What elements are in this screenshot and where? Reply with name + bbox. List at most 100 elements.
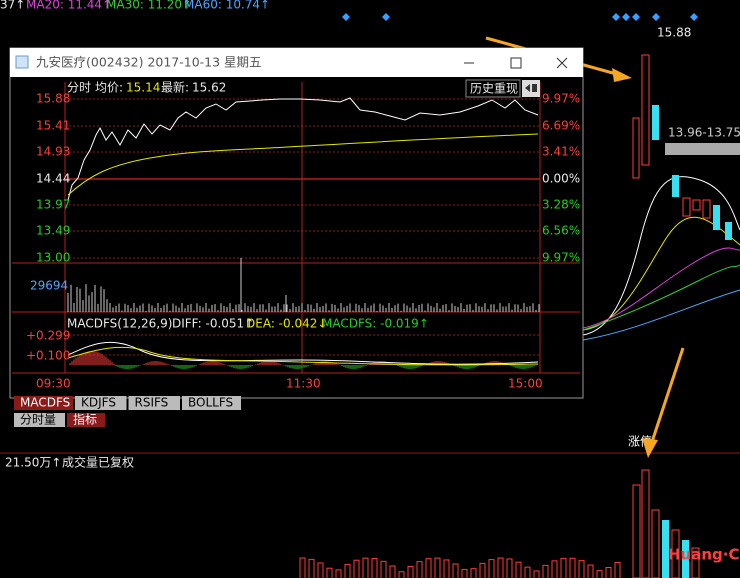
macd-diff: DIFF: -0.051↑ <box>172 317 254 331</box>
indicator-tab[interactable] <box>128 396 181 410</box>
candle <box>672 175 679 197</box>
volume-bar <box>488 559 495 578</box>
time-tick: 15:00 <box>508 377 543 391</box>
volume-bar <box>317 562 324 578</box>
window-frame <box>9 47 584 399</box>
volume-bar <box>551 560 558 578</box>
macd-value: MACDFS: -0.019↑ <box>322 317 429 331</box>
price-tick: 13.49 <box>36 224 70 238</box>
volume-bar <box>479 562 486 578</box>
volume-bar <box>371 558 378 578</box>
macd-dea: DEA: -0.042↓ <box>246 317 327 331</box>
price-tick: 13.00 <box>36 251 70 265</box>
volume-bar <box>299 557 306 578</box>
volume-bar <box>461 568 468 578</box>
volume-bar <box>691 547 700 578</box>
percent-tick: 3.28% <box>542 198 580 212</box>
volume-bar <box>542 564 549 578</box>
volume-bar <box>506 558 513 578</box>
volume-bar <box>326 567 333 578</box>
ma-line <box>582 216 740 331</box>
arrow-head <box>642 438 658 458</box>
indicator-tab-label: MACDFS <box>20 396 70 410</box>
dea-line <box>67 346 539 366</box>
popup-window: 九安医疗(002432) 2017-10-13 星期五 分时 均价: 15.14… <box>9 47 584 399</box>
high-label: 15.88 <box>657 26 691 40</box>
background-volume <box>299 469 700 578</box>
percent-tick: 3.41% <box>542 145 580 159</box>
candle <box>713 205 720 230</box>
time-tick: 09:30 <box>36 377 71 391</box>
maximize-button[interactable] <box>510 57 522 69</box>
ma-line <box>582 247 740 329</box>
price-tick: 15.88 <box>36 92 70 106</box>
arrow <box>648 347 685 449</box>
ma-line <box>582 264 740 331</box>
volume-bar <box>671 529 680 578</box>
panel-tab-label: 分时量 <box>20 413 56 427</box>
volume-bar <box>569 557 576 578</box>
panel-tab[interactable] <box>14 413 65 427</box>
ma-label: MA20: 11.44↑ <box>26 0 112 12</box>
panel-tab-label: 指标 <box>73 412 97 427</box>
volume-max-label: 29694 <box>30 279 68 293</box>
indicator-tab[interactable] <box>182 396 241 410</box>
arrow-head <box>612 68 632 82</box>
volume-bar <box>596 570 603 578</box>
range-box <box>665 143 740 155</box>
price-tick: 14.93 <box>36 145 70 159</box>
panel-tab[interactable] <box>67 413 105 427</box>
percent-tick: 9.97% <box>542 251 580 265</box>
volume-bar <box>452 563 459 578</box>
close-button[interactable] <box>556 57 568 69</box>
volume-bar <box>497 557 504 578</box>
latest-value: 15.62 <box>192 81 226 95</box>
candle <box>692 199 701 211</box>
volume-bar <box>443 559 450 578</box>
indicator-tab[interactable] <box>75 396 127 410</box>
volume-bar <box>470 568 477 578</box>
volume-bar <box>515 561 522 578</box>
volume-bar <box>651 509 660 578</box>
volume-bar <box>662 520 669 578</box>
percent-tick: 6.56% <box>542 224 580 238</box>
replay-button[interactable] <box>465 79 521 98</box>
indicator-tab-label: BOLLFS <box>188 396 233 410</box>
volume-bar <box>353 559 360 578</box>
volume-bar <box>416 561 423 578</box>
volume-bar <box>362 557 369 578</box>
volume-bar <box>605 566 612 578</box>
app-icon <box>15 55 29 69</box>
avg-line <box>67 133 539 196</box>
indicator-tab[interactable] <box>14 396 73 410</box>
macd-name: MACDFS(12,26,9) <box>67 317 172 331</box>
indicator-tab-label: RSIFS <box>135 396 169 410</box>
indicator-tab-label: KDJFS <box>81 396 116 410</box>
candle <box>652 105 659 140</box>
range-label: 13.96-13.75 <box>668 126 740 140</box>
ma-line <box>582 289 740 341</box>
volume-bar <box>380 560 387 578</box>
nav-button[interactable] <box>522 80 540 97</box>
volume-bar <box>560 557 567 578</box>
mode-label: 分时 <box>67 81 91 95</box>
volume-bars <box>67 258 540 312</box>
volume-bar <box>425 558 432 578</box>
macd-tick: +0.100 <box>26 349 70 363</box>
nav-icon <box>525 84 530 92</box>
volume-bar <box>578 560 585 578</box>
volume-bar <box>587 564 594 578</box>
candle <box>725 222 732 240</box>
ma-label: MA60: 10.74↑ <box>184 0 270 12</box>
background-chart: 15.88 13.96-13.75 涨停 <box>0 13 740 578</box>
ma-line <box>582 176 740 336</box>
percent-tick: 0.00% <box>542 172 580 186</box>
volume-bar <box>344 563 351 578</box>
latest-label: 最新: <box>161 80 189 95</box>
candle <box>702 199 711 219</box>
volume-bar <box>614 561 621 578</box>
time-tick: 11:30 <box>286 377 321 391</box>
volume-note: 成交量已复权 <box>62 455 134 470</box>
